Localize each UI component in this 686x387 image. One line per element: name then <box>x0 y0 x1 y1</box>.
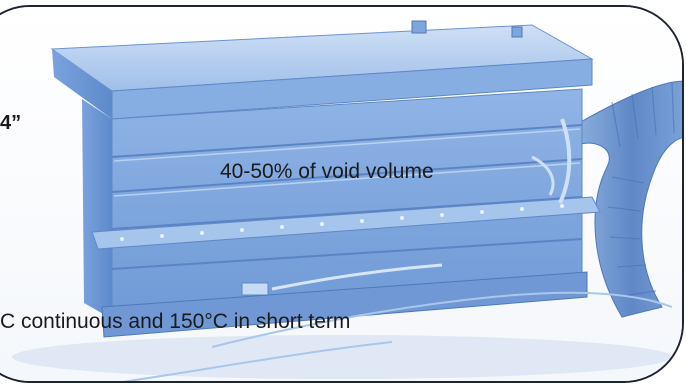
device-photo <box>0 7 682 381</box>
photo-frame <box>0 5 684 383</box>
overlay-text-1: 4” <box>0 112 22 134</box>
overlay-text-3: C continuous and 150°C in short term <box>0 310 351 333</box>
overlay-text-2: 40-50% of void volume <box>220 160 434 183</box>
